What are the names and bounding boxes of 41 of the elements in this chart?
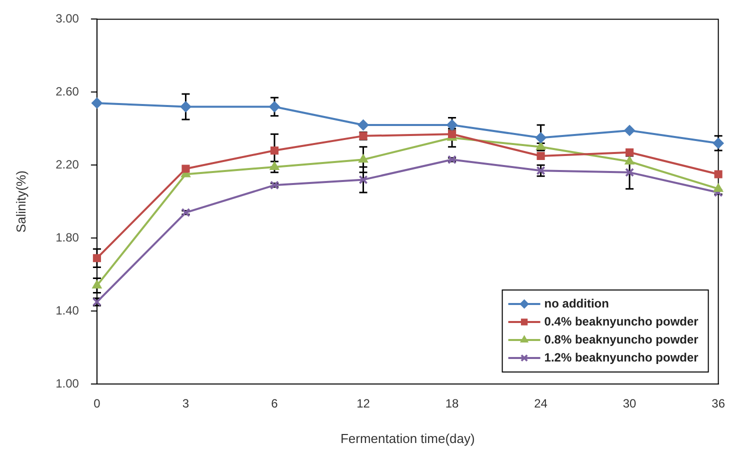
legend-label: 1.2% beaknyuncho powder [544, 350, 699, 364]
y-axis-title: Salinity(%) [13, 170, 28, 233]
x-tick-label: 0 [94, 396, 101, 411]
x-tick-label: 3 [182, 396, 190, 411]
point [358, 154, 368, 163]
point [270, 161, 280, 170]
point [180, 101, 192, 112]
y-tick-label: 1.40 [56, 303, 80, 318]
point [625, 168, 634, 177]
point [270, 146, 279, 155]
y-tick-label: 1.80 [56, 230, 80, 244]
point [92, 280, 102, 289]
point [714, 170, 722, 178]
point [92, 254, 101, 262]
x-tick-label: 12 [356, 396, 370, 411]
y-tick-label: 2.60 [56, 84, 80, 98]
point [446, 119, 458, 130]
point [91, 98, 102, 109]
x-tick-label: 36 [712, 396, 726, 411]
x-tick-label: 18 [445, 396, 460, 411]
point [626, 148, 634, 156]
legend-label: 0.4% beaknyuncho powder [544, 314, 699, 328]
y-tick-label: 1.00 [56, 376, 80, 390]
y-tick-label: 3.00 [56, 12, 80, 26]
point [713, 183, 724, 192]
x-axis-title: Fermentation time(day) [340, 430, 475, 446]
point [535, 132, 546, 144]
point [624, 124, 636, 136]
x-tick-label: 30 [622, 396, 637, 411]
x-tick-label: 6 [271, 396, 278, 411]
point [268, 101, 280, 112]
point [712, 138, 724, 149]
x-tick-label: 24 [534, 396, 548, 411]
point [182, 164, 190, 173]
point [536, 152, 545, 160]
legend-label: 0.8% beaknyuncho powder [544, 332, 699, 346]
point [358, 175, 368, 184]
y-tick-label: 2.20 [56, 157, 80, 172]
point [358, 119, 369, 130]
legend-label: no addition [544, 296, 609, 310]
point [624, 156, 634, 164]
